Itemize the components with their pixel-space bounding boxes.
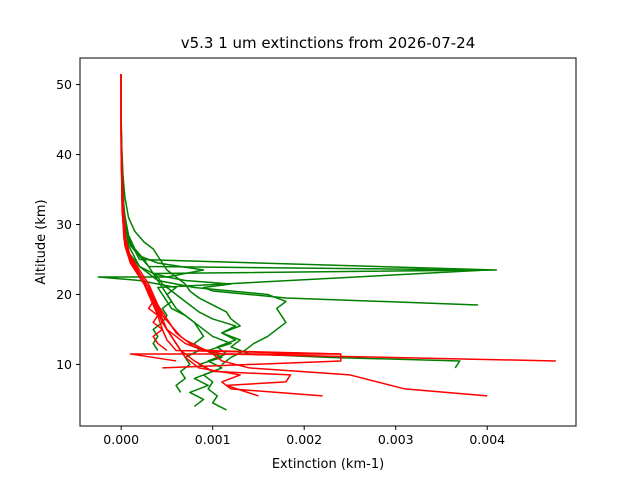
y-tick-label: 30 bbox=[56, 217, 72, 232]
series-layer bbox=[97, 74, 556, 411]
chart-title: v5.3 1 um extinctions from 2026-07-24 bbox=[181, 34, 476, 52]
y-tick-label: 10 bbox=[56, 357, 72, 372]
y-tick-label: 40 bbox=[56, 147, 72, 162]
y-axis: 10 20 30 40 50 bbox=[56, 77, 80, 372]
y-axis-label: Altitude (km) bbox=[34, 199, 49, 284]
x-axis-label: Extinction (km-1) bbox=[272, 457, 384, 472]
y-tick-label: 50 bbox=[56, 77, 72, 92]
series-line-4 bbox=[120, 74, 461, 369]
x-tick-label: 0.004 bbox=[469, 432, 505, 447]
series-line-14 bbox=[120, 74, 168, 352]
x-tick-label: 0.001 bbox=[195, 432, 231, 447]
y-tick-label: 20 bbox=[56, 287, 72, 302]
series-line-6 bbox=[97, 74, 205, 351]
plot-area bbox=[79, 57, 577, 427]
x-tick-label: 0.003 bbox=[378, 432, 414, 447]
x-tick-label: 0.002 bbox=[286, 432, 322, 447]
x-tick-label: 0.000 bbox=[103, 432, 139, 447]
x-axis: 0.000 0.001 0.002 0.003 0.004 bbox=[103, 426, 505, 447]
plot-frame bbox=[79, 57, 577, 427]
